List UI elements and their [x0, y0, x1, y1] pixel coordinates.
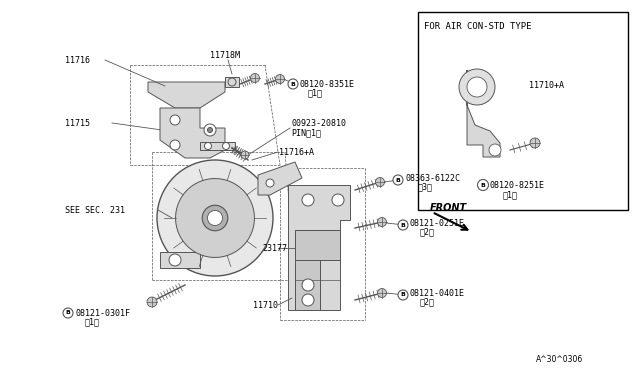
Text: 23177: 23177	[262, 244, 287, 253]
Text: B: B	[401, 222, 405, 228]
Circle shape	[376, 177, 385, 186]
Text: 11715: 11715	[65, 119, 90, 128]
Circle shape	[302, 294, 314, 306]
Circle shape	[302, 194, 314, 206]
Circle shape	[223, 142, 230, 150]
Text: 11716: 11716	[65, 55, 90, 64]
Text: 11718M: 11718M	[210, 51, 240, 60]
Text: 00923-20810: 00923-20810	[291, 119, 346, 128]
Circle shape	[170, 140, 180, 150]
Text: A^30^0306: A^30^0306	[536, 356, 584, 365]
Text: B: B	[65, 311, 70, 315]
Circle shape	[398, 290, 408, 300]
Circle shape	[530, 138, 540, 148]
Text: 08120-8251E: 08120-8251E	[490, 180, 545, 189]
Text: SEE SEC. 231: SEE SEC. 231	[65, 205, 125, 215]
Circle shape	[157, 160, 273, 276]
Text: 08120-8351E: 08120-8351E	[300, 80, 355, 89]
Circle shape	[228, 78, 236, 86]
Circle shape	[288, 79, 298, 89]
Circle shape	[467, 77, 487, 97]
Text: 08363-6122C: 08363-6122C	[405, 173, 460, 183]
Text: （2）: （2）	[420, 228, 435, 237]
Circle shape	[207, 128, 212, 132]
Circle shape	[207, 211, 223, 225]
Circle shape	[489, 144, 501, 156]
Circle shape	[378, 289, 387, 298]
Polygon shape	[148, 82, 225, 108]
Circle shape	[378, 218, 387, 227]
Circle shape	[202, 205, 228, 231]
Circle shape	[205, 142, 211, 150]
Text: （1）: （1）	[85, 317, 100, 327]
Circle shape	[332, 194, 344, 206]
Text: 08121-0401E: 08121-0401E	[410, 289, 465, 298]
Text: 08121-0251E: 08121-0251E	[410, 218, 465, 228]
Polygon shape	[160, 108, 225, 158]
Polygon shape	[467, 70, 500, 157]
Text: 11710: 11710	[253, 301, 278, 310]
Text: （3）: （3）	[418, 183, 433, 192]
Text: （1）: （1）	[308, 89, 323, 97]
Circle shape	[241, 151, 249, 159]
Text: 11710+A: 11710+A	[529, 80, 564, 90]
Circle shape	[204, 124, 216, 136]
Polygon shape	[160, 252, 200, 268]
Circle shape	[175, 179, 255, 257]
Bar	[200, 142, 235, 150]
Polygon shape	[295, 260, 320, 310]
Text: B: B	[401, 292, 405, 298]
Circle shape	[302, 279, 314, 291]
Circle shape	[147, 297, 157, 307]
Circle shape	[250, 74, 259, 83]
Bar	[225, 77, 239, 87]
Polygon shape	[258, 162, 302, 195]
Text: B: B	[291, 81, 296, 87]
Text: FOR AIR CON-STD TYPE: FOR AIR CON-STD TYPE	[424, 22, 531, 31]
Bar	[418, 12, 628, 210]
Circle shape	[170, 115, 180, 125]
Text: B: B	[481, 183, 485, 187]
Polygon shape	[295, 230, 340, 260]
Circle shape	[63, 308, 73, 318]
Text: B: B	[396, 177, 401, 183]
Circle shape	[275, 74, 285, 83]
Circle shape	[398, 220, 408, 230]
Text: 11716+A: 11716+A	[279, 148, 314, 157]
Circle shape	[459, 69, 495, 105]
Circle shape	[169, 254, 181, 266]
Text: （2）: （2）	[420, 298, 435, 307]
Polygon shape	[288, 185, 350, 310]
Text: FRONT: FRONT	[430, 203, 467, 213]
Circle shape	[266, 179, 274, 187]
Circle shape	[477, 180, 488, 190]
Text: （1）: （1）	[503, 190, 518, 199]
Text: PIN（1）: PIN（1）	[291, 128, 321, 138]
Text: 08121-0301F: 08121-0301F	[76, 308, 131, 317]
Circle shape	[393, 175, 403, 185]
